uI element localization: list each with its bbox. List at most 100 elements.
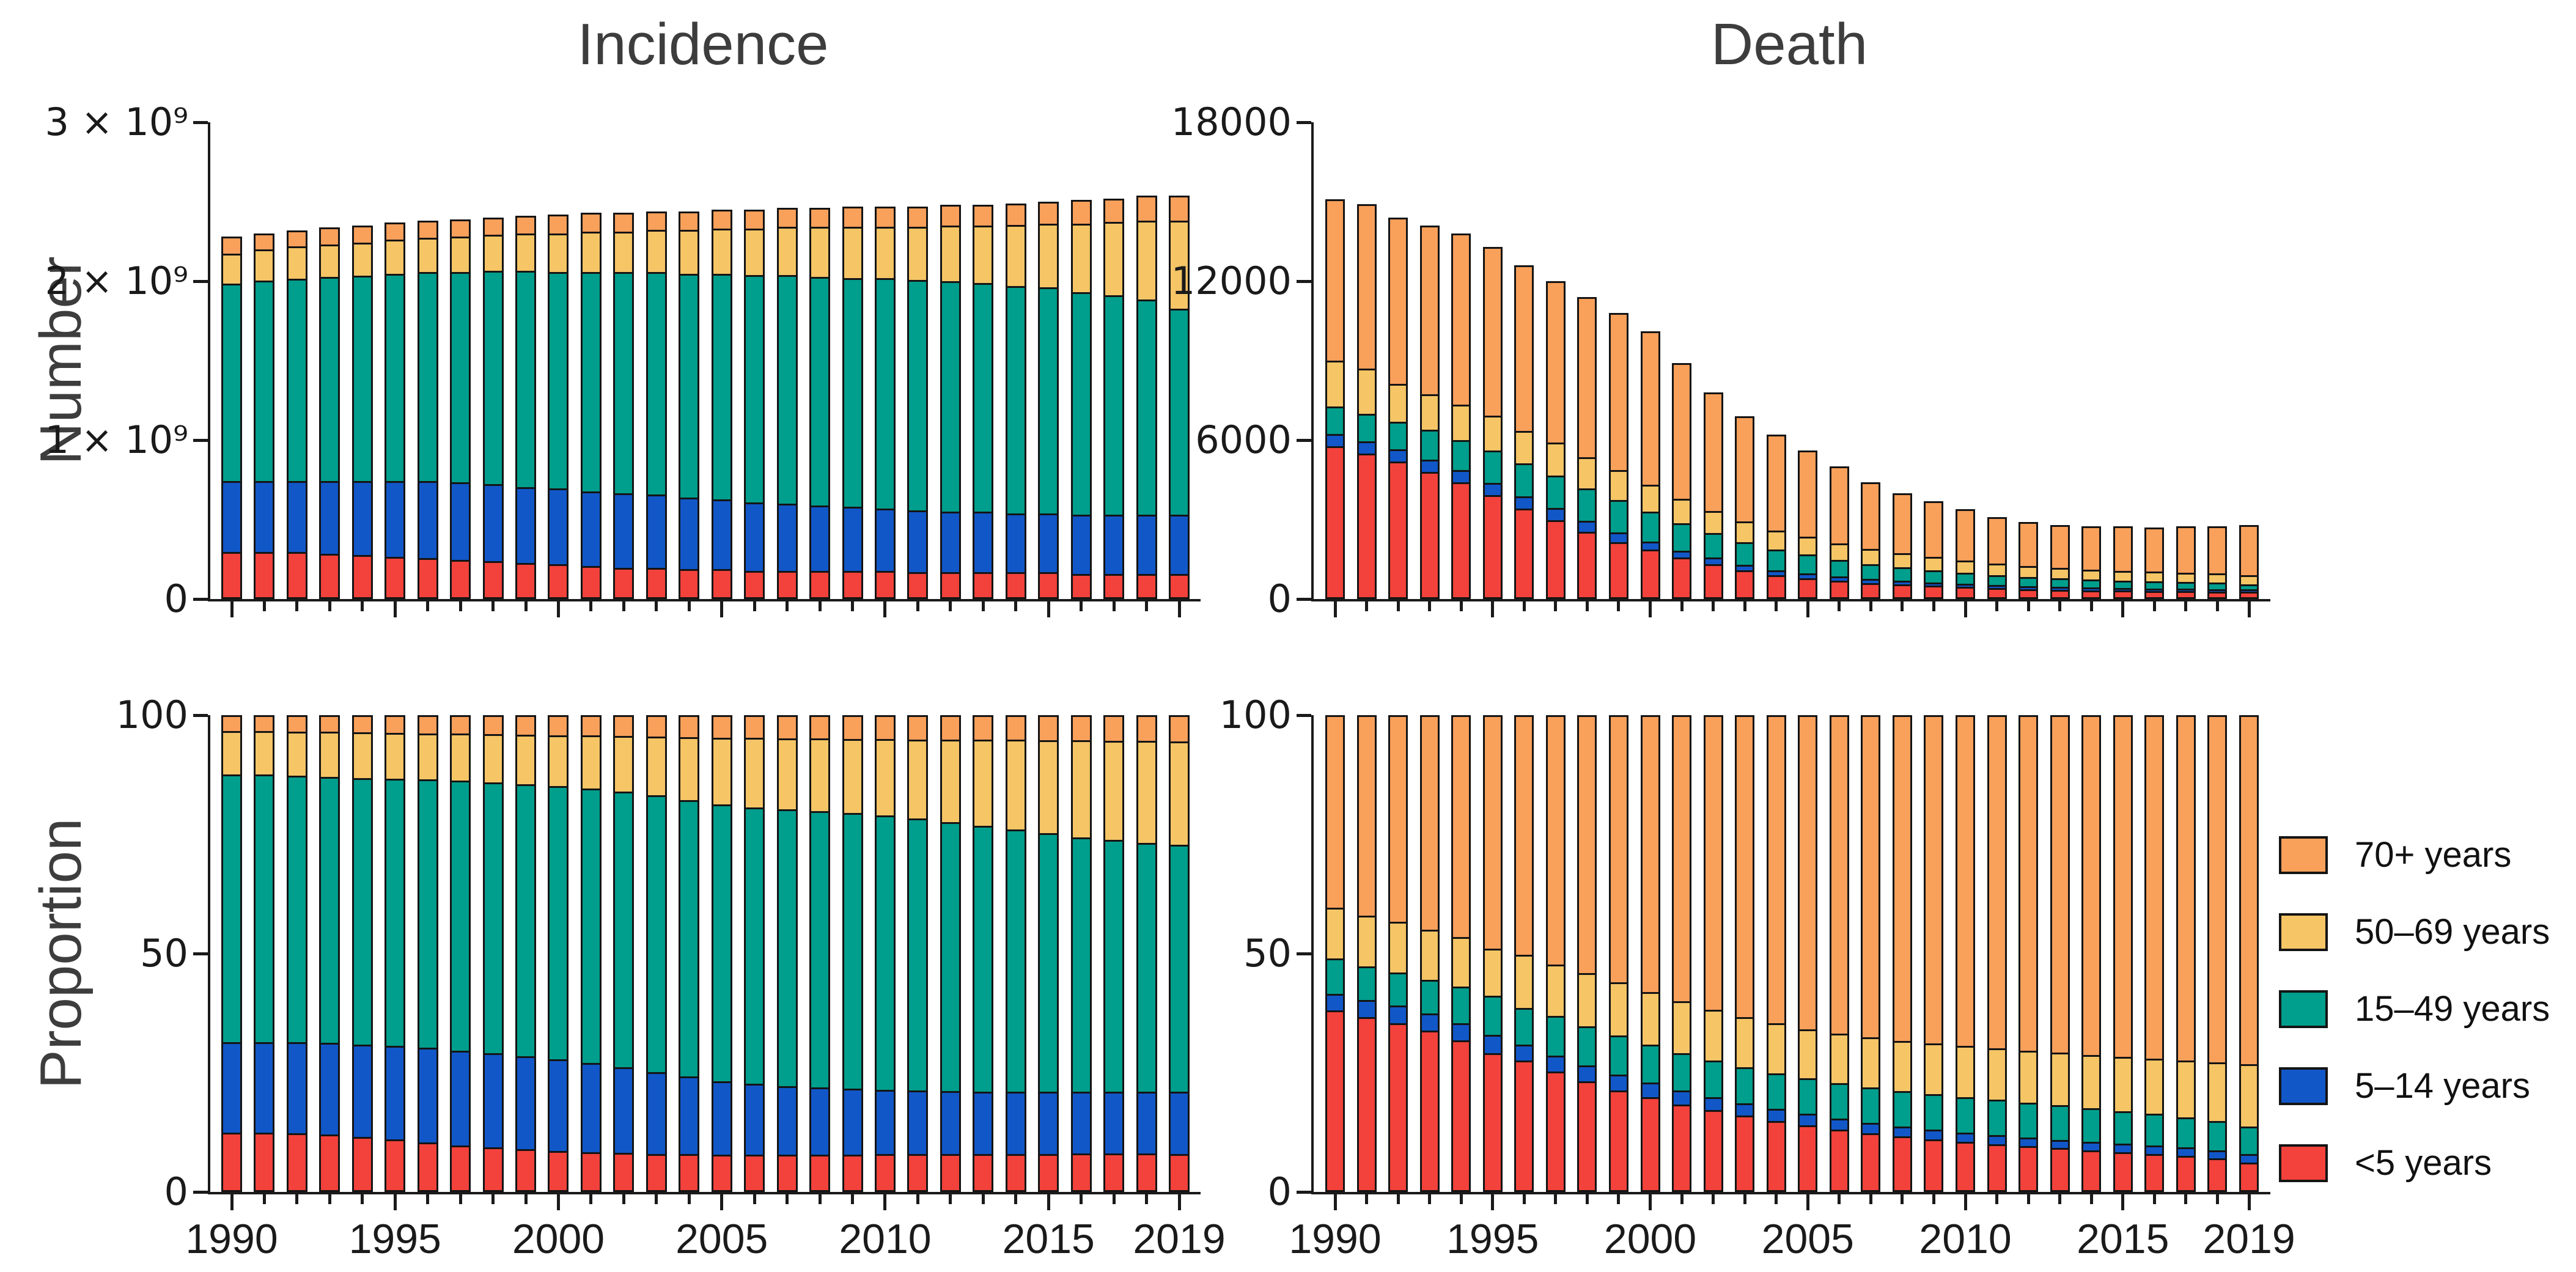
bar-segment-70+-years [256,235,273,249]
bar-segment-50-69-years [517,233,534,271]
x-tick [1838,599,1841,611]
y-tick [1297,279,1311,283]
bar-segment-<5-years [1007,572,1025,598]
bar-segment-70+-years [1390,717,1406,922]
bar-segment-15-49-years [256,774,273,1042]
bar-segment-70+-years [1073,202,1090,224]
bar-segment-5-14-years [256,480,273,553]
x-tick [589,1192,593,1204]
bar-segment-5-14-years [1453,1023,1469,1041]
x-tick [1869,599,1872,611]
bar-1994 [1451,233,1471,599]
y-tick-label: 2 × 10⁹ [45,259,188,303]
bar-segment-15-49-years [1800,1078,1816,1114]
bar-segment-50-69-years [1007,740,1025,830]
x-tick [2026,599,2030,611]
bar-segment-50-69-years [550,735,567,786]
bar-segment-70+-years [550,717,567,735]
bar-segment-70+-years [1643,333,1658,485]
x-tick [1491,599,1495,617]
bar-segment-15-49-years [2178,1117,2194,1147]
bar-2011 [907,715,928,1192]
bar-segment-70+-years [811,717,828,739]
y-tick [193,438,208,442]
bar-segment-50-69-years [550,233,567,273]
bar-segment-15-49-years [289,278,306,481]
bar-1992 [1388,715,1408,1192]
x-tick [1554,599,1558,611]
bar-segment-15-49-years [419,272,436,481]
y-tick-label: 12000 [1171,259,1292,303]
y-tick [193,713,208,717]
bar-segment-70+-years [779,717,796,739]
bar-segment-70+-years [2020,717,2036,1051]
x-tick [1491,1192,1495,1210]
bar-segment-5-14-years [2020,586,2036,589]
bar-segment-50-69-years [1926,557,1941,570]
bar-segment-5-14-years [2241,589,2257,592]
x-tick [1585,1192,1589,1204]
bar-segment-50-69-years [1390,921,1406,972]
x-tick [1775,1192,1778,1204]
bar-segment-5-14-years [1674,1090,1690,1105]
bar-segment-50-69-years [419,238,436,273]
bar-2009 [1924,715,1943,1192]
bar-segment-70+-years [1105,717,1122,741]
bar-segment-15-49-years [1611,500,1627,532]
bar-1997 [450,219,471,599]
bar-segment-70+-years [1327,200,1343,361]
bar-2002 [613,715,634,1192]
bar-segment-50-69-years [1548,443,1564,476]
bar-segment-5-14-years [1579,1065,1595,1081]
bar-segment-<5-years [1453,482,1469,597]
x-tick [1649,599,1652,617]
bar-segment-5-14-years [517,1056,534,1149]
bar-segment-15-49-years [1579,1026,1595,1065]
bar-2014 [1006,203,1026,599]
bar-segment-5-14-years [583,1063,600,1152]
bar-segment-70+-years [1359,717,1375,916]
y-tick-label: 6000 [1195,417,1292,462]
bar-segment-15-49-years [1485,450,1501,483]
bar-segment-15-49-years [1359,966,1375,1001]
x-tick [1112,599,1116,611]
bar-segment-<5-years [909,1154,926,1190]
bar-segment-5-14-years [1737,1103,1753,1116]
bar-segment-15-49-years [1105,840,1122,1092]
bar-segment-50-69-years [2020,566,2036,577]
bar-segment-<5-years [2020,1146,2036,1191]
bar-segment-5-14-years [2052,587,2068,590]
x-tick [1932,1192,1935,1204]
x-tick [1333,599,1337,617]
bar-segment-5-14-years [2146,588,2162,591]
bar-segment-70+-years [2115,717,2131,1057]
x-tick-label: 2010 [839,1216,932,1262]
x-tick-label: 2015 [1002,1216,1095,1262]
bar-segment-5-14-years [1737,565,1753,571]
bar-2016 [1071,715,1092,1192]
bar-segment-15-49-years [485,270,502,484]
bar-segment-5-14-years [811,1087,828,1155]
bar-segment-5-14-years [1327,994,1343,1010]
bar-segment-50-69-years [1422,394,1438,430]
bar-segment-15-49-years [1926,570,1941,583]
x-tick [524,599,528,611]
x-tick [1649,1192,1652,1210]
bar-segment-5-14-years [1485,1035,1501,1054]
bar-2001 [581,213,602,599]
bar-segment-5-14-years [2146,1145,2162,1154]
x-tick [655,599,658,611]
bar-segment-<5-years [2178,591,2194,597]
bar-segment-5-14-years [713,1081,730,1155]
bar-segment-5-14-years [1359,441,1375,454]
legend-item-50-69-years: 50–69 years [2279,911,2550,952]
bar-segment-5-14-years [942,512,959,573]
bar-segment-70+-years [713,717,730,738]
bar-segment-70+-years [1863,717,1879,1038]
bar-segment-15-49-years [452,780,469,1051]
bar-segment-70+-years [811,210,828,227]
bar-segment-5-14-years [1863,1122,1879,1134]
bar-segment-<5-years [1359,454,1375,597]
bar-segment-<5-years [1737,1116,1753,1191]
bar-2007 [777,208,798,599]
